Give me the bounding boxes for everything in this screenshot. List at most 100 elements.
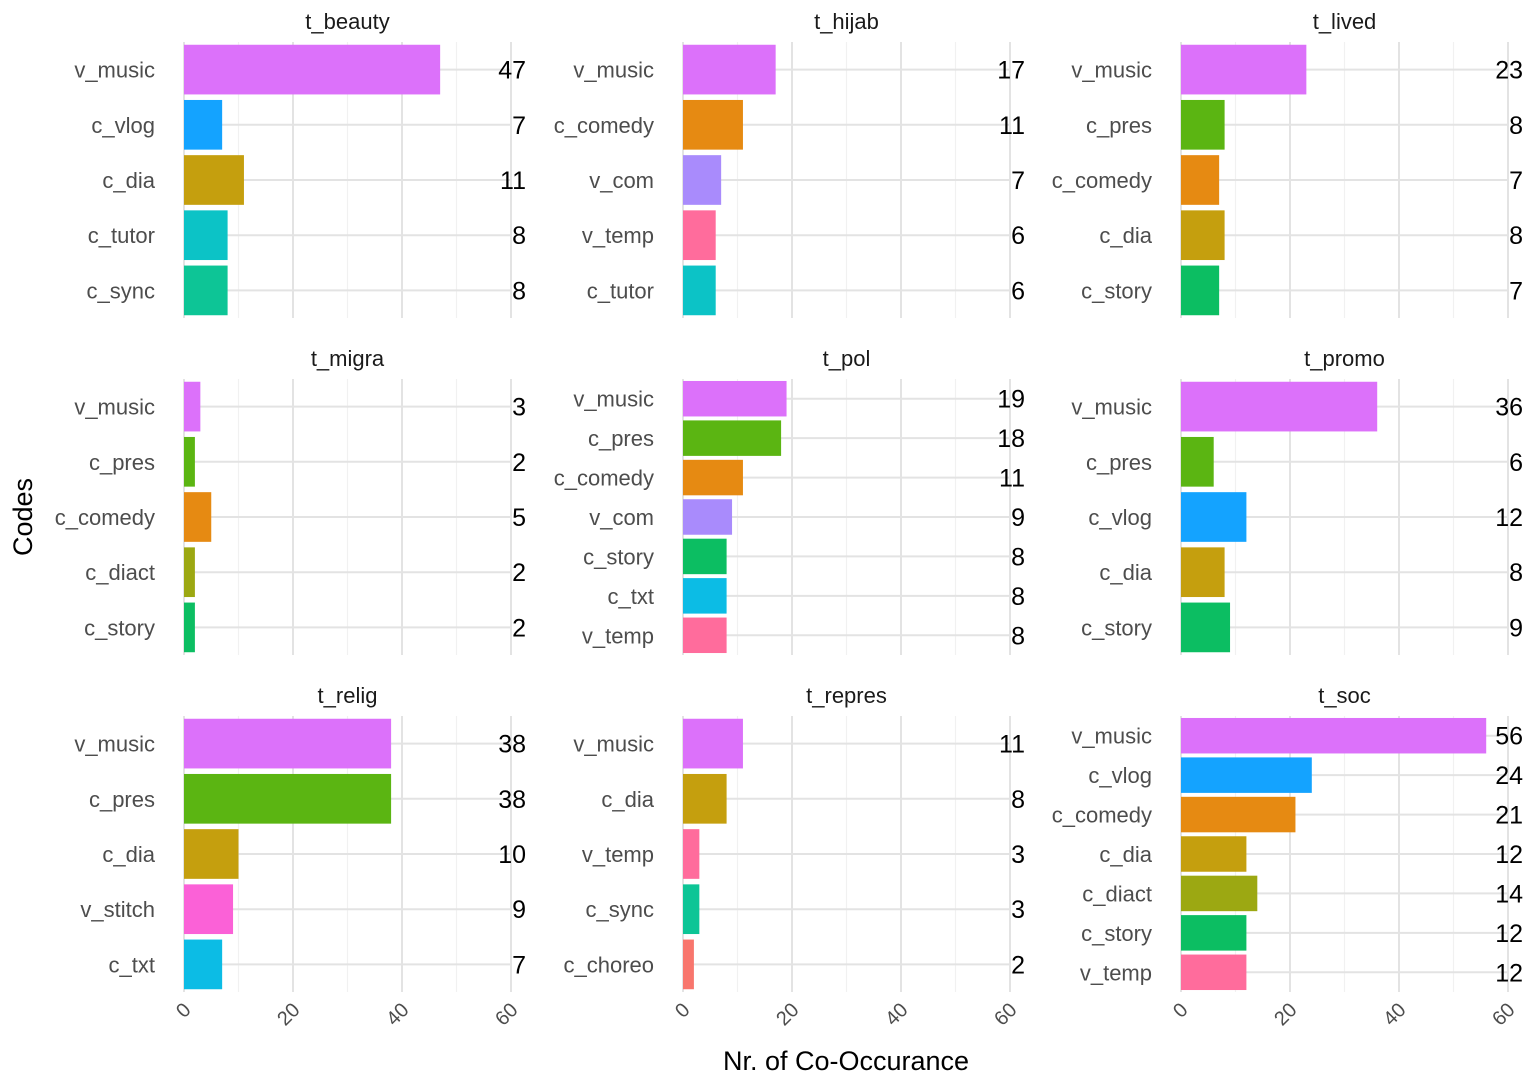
bar-v_music: [683, 44, 776, 95]
value-label: 2: [1011, 951, 1025, 979]
bar-v_music: [683, 718, 743, 769]
category-label: v_music: [74, 58, 155, 83]
value-label: 24: [1495, 762, 1523, 790]
bar-c_dia: [1181, 210, 1225, 261]
category-label: c_story: [84, 615, 155, 640]
panel-t_soc: t_soc v_music 56 c_vlog 24 c_comedy 21 c_dia 12 c…: [1052, 683, 1523, 1030]
x-tick-label: 0: [671, 999, 694, 1022]
bar-c_tutor: [184, 210, 228, 261]
category-label: c_dia: [1099, 223, 1152, 248]
panel-title: t_hijab: [814, 9, 879, 34]
bar-c_dia: [184, 155, 244, 205]
value-label: 14: [1495, 880, 1523, 908]
category-label: c_sync: [586, 897, 654, 922]
category-label: c_tutor: [587, 278, 654, 303]
category-label: c_comedy: [1052, 168, 1152, 193]
category-label: v_music: [573, 58, 654, 83]
value-label: 9: [1011, 504, 1025, 532]
panel-t_relig: t_relig v_music 38 c_pres 38 c_dia 10 v_stitch 9…: [74, 683, 526, 1030]
value-label: 21: [1495, 802, 1523, 830]
bar-v_com: [683, 155, 722, 205]
panel-title: t_repres: [806, 683, 887, 708]
category-label: v_music: [74, 732, 155, 757]
category-label: c_story: [1081, 615, 1152, 640]
bar-c_story: [1181, 915, 1247, 951]
value-label: 7: [1509, 167, 1523, 195]
value-label: 9: [512, 896, 526, 924]
facet-panels: t_beauty v_music 47 c_vlog 7 c_dia 11 c_tutor 8 c…: [55, 9, 1523, 1030]
category-label: v_temp: [1080, 960, 1152, 985]
category-label: v_music: [1071, 395, 1152, 420]
category-label: v_music: [74, 395, 155, 420]
value-label: 10: [498, 841, 526, 869]
bar-c_sync: [184, 265, 228, 316]
value-label: 2: [512, 614, 526, 642]
category-label: c_vlog: [91, 113, 155, 138]
bar-c_comedy: [1181, 796, 1296, 833]
value-label: 2: [512, 449, 526, 477]
value-label: 8: [1509, 112, 1523, 140]
y-axis-title: Codes: [8, 478, 38, 556]
bar-v_stitch: [184, 884, 234, 935]
x-tick-label: 0: [172, 999, 195, 1022]
category-label: c_tutor: [88, 223, 155, 248]
value-label: 47: [498, 57, 526, 85]
value-label: 12: [1495, 504, 1523, 532]
value-label: 38: [498, 786, 526, 814]
bar-c_choreo: [683, 939, 694, 990]
category-label: c_comedy: [554, 466, 654, 491]
value-label: 11: [500, 167, 526, 195]
bar-v_music: [683, 380, 787, 417]
value-label: 8: [512, 277, 526, 305]
category-label: v_music: [573, 732, 654, 757]
panel-t_hijab: t_hijab v_music 17 c_comedy 11 v_com 7 v_temp 6 c…: [554, 9, 1025, 318]
category-label: v_com: [589, 505, 654, 530]
value-label: 18: [997, 425, 1025, 453]
value-label: 8: [1011, 622, 1025, 650]
bar-c_story: [1181, 265, 1220, 316]
bar-c_comedy: [683, 99, 743, 150]
category-label: c_comedy: [554, 113, 654, 138]
category-label: c_vlog: [1088, 763, 1152, 788]
x-tick-label: 60: [491, 999, 522, 1030]
bar-v_temp: [1181, 954, 1247, 991]
panel-title: t_relig: [318, 683, 378, 708]
value-label: 8: [512, 222, 526, 250]
bar-v_music: [184, 44, 441, 95]
category-label: c_choreo: [563, 952, 654, 977]
bar-c_tutor: [683, 265, 716, 316]
bar-c_pres: [184, 436, 195, 487]
bar-v_music: [1181, 717, 1487, 754]
panel-t_beauty: t_beauty v_music 47 c_vlog 7 c_dia 11 c_tutor 8 c…: [74, 9, 526, 318]
bar-c_story: [184, 602, 195, 653]
value-label: 12: [1495, 841, 1523, 869]
bar-c_dia: [1181, 547, 1225, 598]
category-label: c_story: [1081, 921, 1152, 946]
category-label: c_dia: [1099, 560, 1152, 585]
category-label: c_dia: [1099, 842, 1152, 867]
value-label: 7: [512, 112, 526, 140]
value-label: 56: [1495, 723, 1523, 751]
category-label: c_diact: [1082, 881, 1152, 906]
bar-c_dia: [184, 829, 239, 879]
value-label: 7: [1509, 277, 1523, 305]
value-label: 6: [1011, 222, 1025, 250]
category-label: c_pres: [588, 426, 654, 451]
value-label: 3: [1011, 841, 1025, 869]
category-label: c_dia: [601, 787, 654, 812]
bar-c_pres: [1181, 436, 1214, 487]
bar-c_dia: [683, 773, 727, 824]
value-label: 9: [1509, 614, 1523, 642]
bar-c_diact: [1181, 875, 1258, 912]
bar-c_pres: [184, 773, 392, 824]
bar-c_txt: [683, 578, 727, 614]
bar-c_vlog: [184, 99, 223, 150]
value-label: 7: [1011, 167, 1025, 195]
bar-c_txt: [184, 939, 223, 990]
bar-v_temp: [683, 617, 727, 654]
category-label: v_music: [1071, 724, 1152, 749]
category-label: v_temp: [582, 223, 654, 248]
x-tick-label: 60: [990, 999, 1021, 1030]
value-label: 6: [1011, 277, 1025, 305]
x-tick-label: 20: [772, 999, 803, 1030]
